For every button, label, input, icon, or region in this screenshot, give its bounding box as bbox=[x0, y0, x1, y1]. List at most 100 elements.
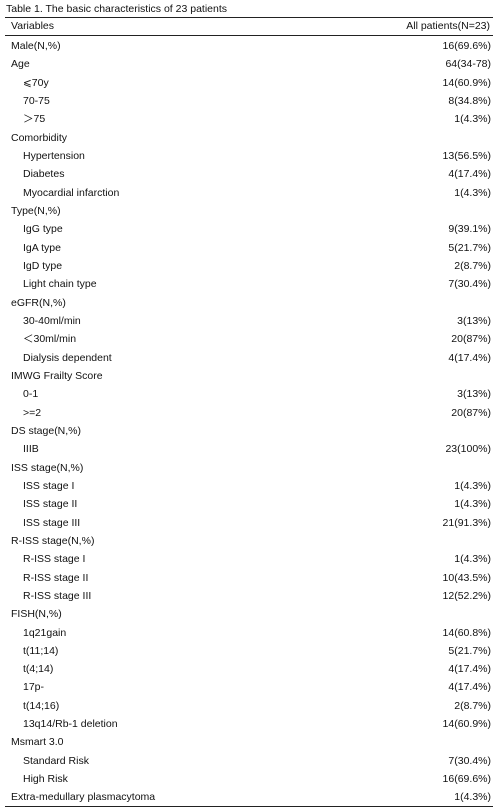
row-value: 7(30.4%) bbox=[448, 754, 491, 767]
row-value: 2(8.7%) bbox=[454, 699, 491, 712]
row-label: Hypertension bbox=[23, 149, 85, 162]
table-row-subitem: t(4;14) 4(17.4%) bbox=[0, 660, 498, 678]
row-label: R-ISS stage(N,%) bbox=[11, 534, 95, 547]
row-value: 14(60.9%) bbox=[442, 76, 491, 89]
table-caption: Table 1. The basic characteristics of 23… bbox=[6, 3, 228, 15]
row-label: IIIB bbox=[23, 443, 39, 456]
table-row-subitem: Dialysis dependent 4(17.4%) bbox=[0, 349, 498, 367]
table-row-subitem: High Risk 16(69.6%) bbox=[0, 770, 498, 788]
row-label: 13q14/Rb-1 deletion bbox=[23, 718, 118, 731]
table-row-subitem: Diabetes 4(17.4%) bbox=[0, 165, 498, 183]
row-label: 17p- bbox=[23, 681, 45, 694]
row-label: 70-75 bbox=[23, 94, 50, 107]
table-row-category: DS stage(N,%) bbox=[0, 422, 498, 440]
row-label: Extra-medullary plasmacytoma bbox=[11, 791, 156, 804]
row-label: R-ISS stage I bbox=[23, 553, 86, 566]
table-row-subitem: ISS stage II 1(4.3%) bbox=[0, 495, 498, 513]
table-row-subitem: IgG type 9(39.1%) bbox=[0, 220, 498, 238]
row-label: Comorbidity bbox=[11, 131, 68, 144]
row-value: 10(43.5%) bbox=[442, 571, 491, 584]
table-row-subitem: 70-75 8(34.8%) bbox=[0, 92, 498, 110]
row-label: t(14;16) bbox=[23, 699, 60, 712]
row-value: 4(17.4%) bbox=[448, 351, 491, 364]
row-value: 4(17.4%) bbox=[448, 681, 491, 694]
row-value: 1(4.3%) bbox=[454, 479, 491, 492]
row-label: >=2 bbox=[23, 406, 42, 419]
table-row-subitem: t(11;14) 5(21.7%) bbox=[0, 642, 498, 660]
table-row-subitem: 17p- 4(17.4%) bbox=[0, 678, 498, 696]
row-label: Msmart 3.0 bbox=[11, 736, 64, 749]
row-label: R-ISS stage II bbox=[23, 571, 89, 584]
row-label: ISS stage III bbox=[23, 516, 81, 529]
row-value: 12(52.2%) bbox=[442, 589, 491, 602]
table-row-category: Type(N,%) bbox=[0, 202, 498, 220]
row-label: Diabetes bbox=[23, 168, 65, 181]
row-label: Type(N,%) bbox=[11, 204, 61, 217]
table-row-subitem: R-ISS stage I 1(4.3%) bbox=[0, 550, 498, 568]
row-value: 1(4.3%) bbox=[454, 791, 491, 804]
row-value: 5(21.7%) bbox=[448, 241, 491, 254]
row-value: 21(91.3%) bbox=[442, 516, 491, 529]
table-row-subitem: R-ISS stage II 10(43.5%) bbox=[0, 569, 498, 587]
table-row-subitem: 1q21gain 14(60.8%) bbox=[0, 624, 498, 642]
row-label: IgG type bbox=[23, 223, 63, 236]
table-row-category: ISS stage(N,%) bbox=[0, 459, 498, 477]
row-label: eGFR(N,%) bbox=[11, 296, 66, 309]
row-label: Myocardial infarction bbox=[23, 186, 120, 199]
row-value: 13(56.5%) bbox=[442, 149, 491, 162]
row-label: IgA type bbox=[23, 241, 61, 254]
row-label: R-ISS stage III bbox=[23, 589, 92, 602]
row-label: ISS stage(N,%) bbox=[11, 461, 84, 474]
row-label: Standard Risk bbox=[23, 754, 89, 767]
row-label: ISS stage I bbox=[23, 479, 75, 492]
table-row-subitem: 13q14/Rb-1 deletion 14(60.9%) bbox=[0, 715, 498, 733]
row-label: High Risk bbox=[23, 773, 68, 786]
row-label: Dialysis dependent bbox=[23, 351, 112, 364]
row-label: Male(N,%) bbox=[11, 40, 61, 52]
row-value: 14(60.9%) bbox=[442, 718, 491, 731]
header-all-patients: All patients(N=23) bbox=[406, 20, 490, 32]
table-row-category: Male(N,%) 16(69.6%) bbox=[0, 37, 498, 55]
row-value: 20(87%) bbox=[451, 333, 491, 346]
row-value: 2(8.7%) bbox=[454, 259, 491, 272]
table-row-subitem: ⩽70y 14(60.9%) bbox=[0, 74, 498, 92]
table-row-subitem: 0-1 3(13%) bbox=[0, 385, 498, 403]
row-label: Age bbox=[11, 58, 30, 71]
table-body: Male(N,%) 16(69.6%) Age 64(34-78) ⩽70y 14(60.… bbox=[0, 37, 498, 807]
table-row-subitem: ＜30ml/min 20(87%) bbox=[0, 330, 498, 348]
table-row-subitem: ISS stage III 21(91.3%) bbox=[0, 514, 498, 532]
row-value: 1(4.3%) bbox=[454, 553, 491, 566]
row-value: 4(17.4%) bbox=[448, 663, 491, 676]
header-variables: Variables bbox=[11, 20, 54, 32]
row-label: IMWG Frailty Score bbox=[11, 369, 103, 382]
row-label: DS stage(N,%) bbox=[11, 424, 82, 437]
table-row-category: Msmart 3.0 bbox=[0, 733, 498, 751]
table-row-subitem: ＞75 1(4.3%) bbox=[0, 110, 498, 128]
table-row-subitem: Light chain type 7(30.4%) bbox=[0, 275, 498, 293]
table-row-category: eGFR(N,%) bbox=[0, 294, 498, 312]
table-row-subitem: IgA type 5(21.7%) bbox=[0, 239, 498, 257]
table-row-subitem: Hypertension 13(56.5%) bbox=[0, 147, 498, 165]
row-label: ISS stage II bbox=[23, 498, 78, 511]
row-label: t(11;14) bbox=[23, 644, 59, 657]
row-value: 14(60.8%) bbox=[442, 626, 491, 639]
header-rule bbox=[5, 35, 493, 36]
row-label: t(4;14) bbox=[23, 663, 54, 676]
row-label: 1q21gain bbox=[23, 626, 67, 639]
row-value: 23(100%) bbox=[445, 443, 491, 456]
table-row-subitem: IIIB 23(100%) bbox=[0, 440, 498, 458]
table-header: Variables All patients(N=23) bbox=[0, 18, 498, 35]
row-label: 30-40ml/min bbox=[23, 314, 81, 327]
table-row-subitem: >=2 20(87%) bbox=[0, 404, 498, 422]
top-rule bbox=[5, 17, 493, 18]
row-value: 4(17.4%) bbox=[448, 168, 491, 181]
row-value: 8(34.8%) bbox=[448, 94, 491, 107]
row-value: 16(69.6%) bbox=[442, 40, 491, 52]
row-label: Light chain type bbox=[23, 278, 97, 291]
row-value: 5(21.7%) bbox=[448, 644, 491, 657]
row-label: 0-1 bbox=[23, 388, 39, 401]
row-value: 20(87%) bbox=[451, 406, 491, 419]
table-row-subitem: ISS stage I 1(4.3%) bbox=[0, 477, 498, 495]
table-row-subitem: Myocardial infarction 1(4.3%) bbox=[0, 184, 498, 202]
